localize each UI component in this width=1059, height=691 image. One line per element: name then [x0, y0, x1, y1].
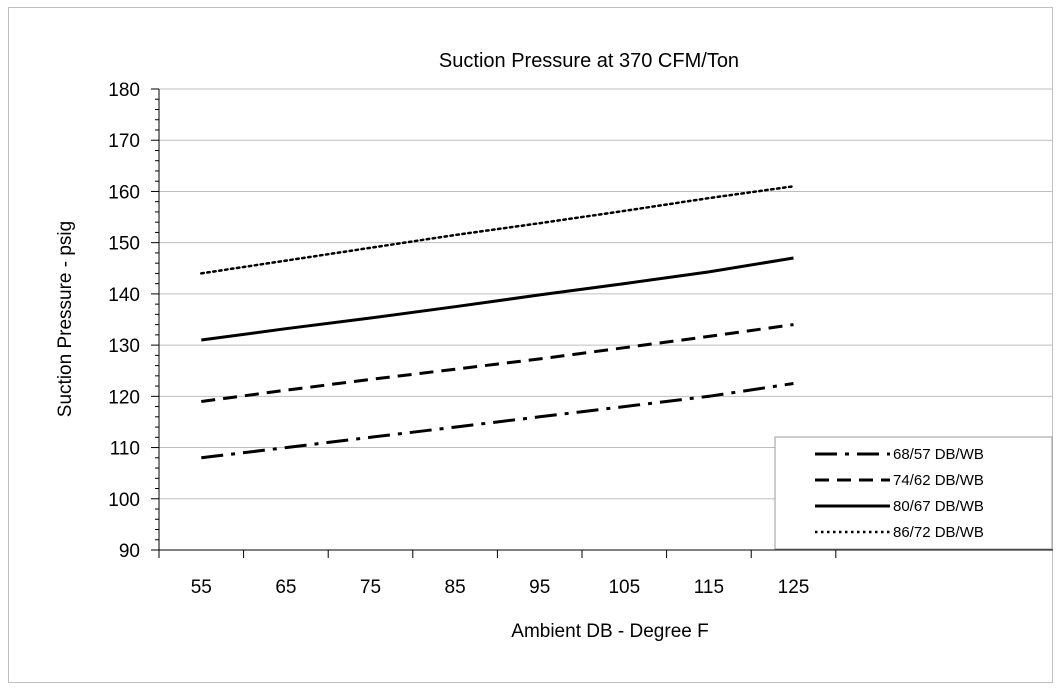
y-tick-label: 180	[108, 80, 140, 101]
series-line-4	[200, 185, 795, 275]
legend-label: 86/72 DB/WB	[893, 524, 984, 541]
x-axis-ticks: 55 65 75 85 95 105 115 125	[158, 550, 837, 598]
x-axis-label: Ambient DB - Degree F	[511, 621, 708, 642]
legend-box	[774, 436, 1053, 550]
legend-label: 80/67 DB/WB	[893, 498, 984, 515]
y-tick-label: 110	[110, 439, 140, 460]
y-tick-label: 150	[108, 234, 140, 255]
axes	[158, 89, 1053, 551]
y-axis-label: Suction Pressure - psig	[55, 221, 76, 417]
y-tick-label: 170	[108, 131, 140, 152]
legend: 68/57 DB/WB 74/62 DB/WB 80/67 DB/WB 86/72 D…	[774, 436, 1053, 550]
x-tick-label: 115	[694, 577, 724, 598]
series-line-2	[201, 323, 794, 403]
series-lines	[200, 185, 795, 460]
series-line-1	[201, 382, 794, 460]
x-tick-label: 85	[445, 577, 466, 598]
x-tick-label: 105	[608, 577, 640, 598]
x-tick-label: 65	[275, 577, 296, 598]
y-tick-label: 120	[108, 387, 140, 408]
y-tick-label: 90	[119, 541, 140, 562]
y-tick-label: 160	[108, 182, 140, 203]
x-tick-label: 125	[778, 577, 810, 598]
x-tick-label: 55	[191, 577, 212, 598]
y-axis-ticks: 90 100 110 120 130 140 150 160 170 180	[108, 80, 159, 562]
x-tick-label: 75	[360, 577, 381, 598]
legend-label: 68/57 DB/WB	[893, 446, 984, 463]
chart-title: Suction Pressure at 370 CFM/Ton	[439, 50, 739, 72]
series-line-3	[201, 256, 794, 342]
y-tick-label: 100	[108, 490, 140, 511]
y-tick-label: 140	[108, 285, 140, 306]
legend-label: 74/62 DB/WB	[893, 472, 984, 489]
x-tick-label: 95	[529, 577, 550, 598]
y-tick-label: 130	[108, 336, 140, 357]
